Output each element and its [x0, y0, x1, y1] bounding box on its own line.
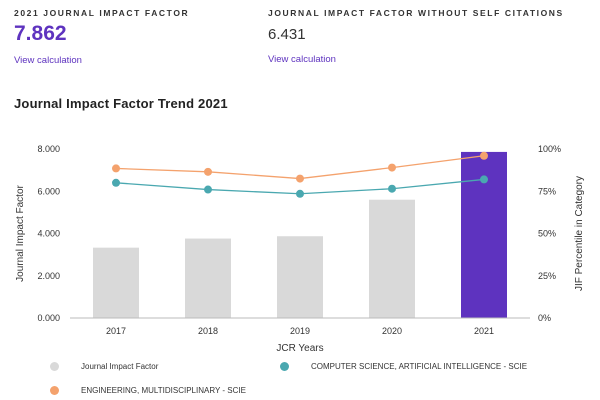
- bar-2018[interactable]: [185, 238, 231, 318]
- x-tick-label: 2020: [382, 326, 402, 336]
- series-point-0-2018[interactable]: [204, 185, 212, 194]
- jif-metric: 2021 JOURNAL IMPACT FACTOR 7.862 View ca…: [14, 8, 189, 66]
- y-right-tick-label: 100%: [538, 144, 561, 154]
- x-tick-label: 2021: [474, 326, 494, 336]
- bar-2019[interactable]: [277, 236, 323, 318]
- legend-swatch-cs-ai: [280, 362, 289, 371]
- legend-item-jif[interactable]: Journal Impact Factor: [50, 362, 158, 371]
- bar-2017[interactable]: [93, 247, 139, 318]
- trend-title: Journal Impact Factor Trend 2021: [14, 96, 228, 111]
- legend-item-cs-ai[interactable]: COMPUTER SCIENCE, ARTIFICIAL INTELLIGENC…: [280, 362, 527, 371]
- jif-label: 2021 JOURNAL IMPACT FACTOR: [14, 8, 190, 18]
- jif-no-self-metric: JOURNAL IMPACT FACTOR WITHOUT SELF CITAT…: [268, 8, 564, 65]
- jif-no-self-label: JOURNAL IMPACT FACTOR WITHOUT SELF CITAT…: [268, 8, 564, 18]
- y-right-tick-label: 25%: [538, 271, 556, 281]
- series-point-0-2020[interactable]: [388, 184, 396, 193]
- y-right-tick-label: 75%: [538, 186, 556, 196]
- y-tick-label: 4.000: [37, 229, 60, 239]
- y-right-tick-label: 0%: [538, 313, 551, 323]
- y-right-tick-label: 50%: [538, 229, 556, 239]
- legend-label-jif: Journal Impact Factor: [81, 362, 159, 371]
- y-right-axis-title: JIF Percentile in Category: [574, 176, 585, 291]
- bar-2020[interactable]: [369, 199, 415, 318]
- x-tick-label: 2017: [106, 326, 126, 336]
- legend-label-cs-ai: COMPUTER SCIENCE, ARTIFICIAL INTELLIGENC…: [311, 362, 528, 371]
- y-tick-label: 6.000: [37, 186, 60, 196]
- x-tick-label: 2019: [290, 326, 310, 336]
- y-tick-label: 0.000: [37, 313, 60, 323]
- legend-swatch-eng: [50, 386, 59, 395]
- jif-no-self-view-calculation-link[interactable]: View calculation: [268, 54, 336, 65]
- series-point-1-2020[interactable]: [388, 163, 396, 172]
- y-axis-title: Journal Impact Factor: [15, 184, 26, 281]
- legend-label-eng: ENGINEERING, MULTIDISCIPLINARY - SCIE: [81, 386, 246, 395]
- jif-no-self-value: 6.431: [268, 26, 306, 43]
- jif-value: 7.862: [14, 22, 67, 45]
- x-axis-title: JCR Years: [276, 343, 323, 354]
- legend-swatch-jif: [50, 362, 59, 371]
- jif-view-calculation-link[interactable]: View calculation: [14, 55, 82, 66]
- legend-item-eng[interactable]: ENGINEERING, MULTIDISCIPLINARY - SCIE: [50, 386, 246, 395]
- y-tick-label: 8.000: [37, 144, 60, 154]
- x-tick-label: 2018: [198, 326, 218, 336]
- series-point-0-2021[interactable]: [480, 175, 488, 184]
- series-point-1-2017[interactable]: [112, 164, 120, 173]
- y-tick-label: 2.000: [37, 271, 60, 281]
- series-point-1-2021[interactable]: [480, 151, 488, 160]
- series-point-1-2019[interactable]: [296, 174, 304, 183]
- series-point-0-2017[interactable]: [112, 178, 120, 187]
- series-point-0-2019[interactable]: [296, 189, 304, 198]
- series-point-1-2018[interactable]: [204, 167, 212, 176]
